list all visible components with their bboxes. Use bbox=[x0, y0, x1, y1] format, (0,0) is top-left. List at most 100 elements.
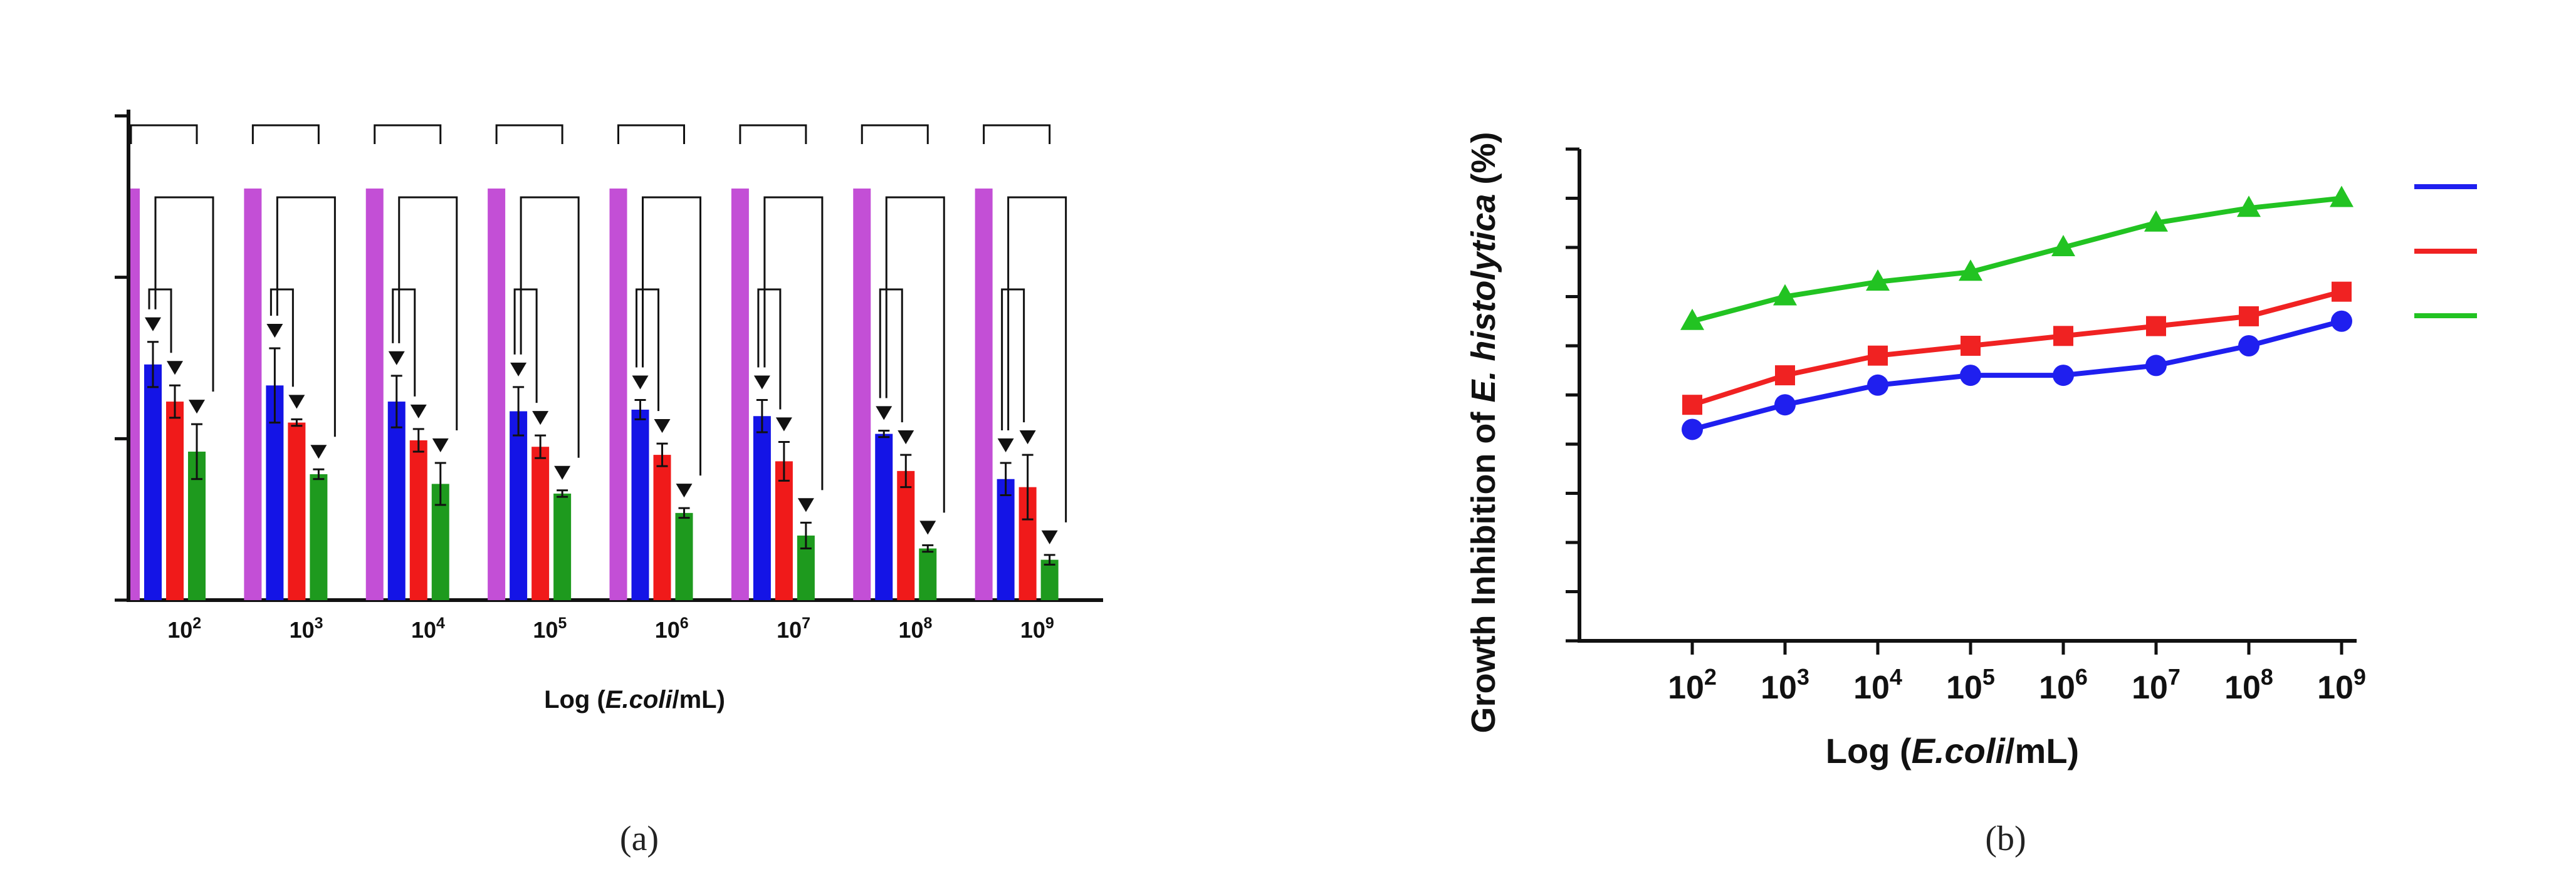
bracket-control-vs-18h bbox=[739, 124, 807, 144]
x-tick-exponent: 7 bbox=[2168, 664, 2181, 690]
x-tick-label: 103 bbox=[290, 615, 323, 643]
x-tick-label: 107 bbox=[777, 615, 810, 643]
data-point-6h bbox=[2331, 310, 2352, 332]
bracket-6h-vs-18h bbox=[276, 196, 336, 437]
x-tick-base: 10 bbox=[533, 617, 558, 643]
x-tick-base: 10 bbox=[898, 617, 923, 643]
x-tick-base: 10 bbox=[1761, 670, 1797, 706]
bar-18h bbox=[310, 474, 328, 600]
x-tick-base: 10 bbox=[290, 617, 315, 643]
bar-12h bbox=[531, 447, 550, 600]
x-axis-label-part: Log ( bbox=[544, 686, 605, 714]
bar-control bbox=[853, 188, 871, 600]
significance-marker-icon bbox=[997, 438, 1014, 453]
bracket-6h-vs-12h bbox=[513, 288, 538, 403]
x-tick-base: 10 bbox=[655, 617, 680, 643]
bar-6h bbox=[631, 409, 649, 600]
data-point-18h bbox=[1680, 308, 1704, 330]
bar-12h bbox=[653, 455, 671, 600]
x-tick-label: 109 bbox=[2317, 664, 2366, 706]
x-tick-exponent: 4 bbox=[436, 615, 445, 632]
bracket-control-vs-18h bbox=[983, 124, 1051, 144]
x-tick-exponent: 8 bbox=[2261, 664, 2273, 690]
bracket-6h-vs-18h bbox=[520, 196, 580, 458]
bracket-6h-vs-12h bbox=[148, 288, 172, 353]
x-tick-base: 10 bbox=[2132, 670, 2168, 706]
x-axis-label-part: /mL) bbox=[673, 686, 725, 714]
data-point-6h bbox=[2238, 335, 2259, 356]
series-line-18h bbox=[1691, 195, 2342, 324]
x-axis-label: Log (E.coli/mL) bbox=[1826, 731, 2079, 771]
data-point-12h bbox=[2053, 326, 2073, 346]
bracket-control-vs-18h bbox=[130, 124, 198, 144]
significance-marker-icon bbox=[1041, 530, 1058, 544]
bracket-6h-vs-18h bbox=[398, 196, 458, 430]
data-point-18h bbox=[1773, 284, 1797, 306]
data-point-18h bbox=[1866, 269, 1890, 291]
x-tick-exponent: 2 bbox=[1704, 664, 1717, 690]
significance-marker-icon bbox=[654, 419, 671, 433]
significance-marker-icon bbox=[266, 323, 283, 338]
x-tick-label: 104 bbox=[411, 615, 445, 643]
bar-6h bbox=[510, 411, 528, 600]
bracket-6h-vs-12h bbox=[757, 288, 782, 410]
bracket-control-vs-18h bbox=[617, 124, 685, 144]
data-point-18h bbox=[2051, 235, 2075, 256]
x-tick-label: 107 bbox=[2132, 664, 2181, 706]
x-tick-base: 10 bbox=[2317, 670, 2353, 706]
data-point-6h bbox=[2145, 355, 2167, 376]
x-axis-label-part: E.coli bbox=[1912, 731, 2006, 771]
significance-marker-icon bbox=[554, 465, 571, 480]
x-tick-base: 10 bbox=[1853, 670, 1890, 706]
x-tick-base: 10 bbox=[1946, 670, 1982, 706]
bracket-6h-vs-18h bbox=[642, 196, 701, 476]
significance-marker-icon bbox=[898, 430, 914, 445]
x-tick-exponent: 9 bbox=[2353, 664, 2366, 690]
bar-6h bbox=[387, 402, 406, 600]
bar-12h bbox=[897, 470, 915, 600]
data-point-18h bbox=[2330, 185, 2353, 207]
x-tick-exponent: 4 bbox=[1890, 664, 1902, 690]
bar-18h bbox=[1040, 559, 1059, 600]
x-tick-exponent: 9 bbox=[1045, 615, 1054, 632]
data-point-6h bbox=[1774, 394, 1796, 416]
x-tick-label: 105 bbox=[533, 615, 567, 643]
bar-control bbox=[365, 188, 384, 600]
bar-12h bbox=[166, 402, 184, 600]
bracket-6h-vs-12h bbox=[879, 288, 903, 423]
significance-marker-icon bbox=[410, 404, 427, 418]
significance-marker-icon bbox=[876, 406, 893, 420]
bar-6h bbox=[144, 364, 162, 600]
x-tick-label: 103 bbox=[1761, 664, 1809, 706]
bracket-6h-vs-12h bbox=[636, 288, 659, 412]
significance-marker-icon bbox=[167, 361, 183, 375]
significance-marker-icon bbox=[753, 375, 770, 390]
significance-marker-icon bbox=[919, 521, 936, 535]
y-axis-label: Growth Inhibition of E. histolytica (%) bbox=[1465, 132, 1502, 734]
bar-control bbox=[130, 188, 140, 600]
data-point-6h bbox=[1960, 365, 1981, 387]
x-axis-label-part: /mL) bbox=[2005, 731, 2079, 771]
significance-marker-icon bbox=[288, 395, 305, 409]
x-tick-label: 106 bbox=[2039, 664, 2088, 706]
bracket-6h-vs-18h bbox=[154, 196, 214, 392]
bar-control bbox=[731, 188, 749, 600]
data-point-18h bbox=[1959, 259, 1982, 281]
bar-12h bbox=[288, 422, 306, 600]
data-point-12h bbox=[2239, 306, 2259, 326]
x-axis-label: Log (E.coli/mL) bbox=[544, 686, 725, 714]
x-tick-exponent: 7 bbox=[802, 615, 810, 632]
bracket-control-vs-18h bbox=[374, 124, 442, 144]
x-tick-base: 10 bbox=[2039, 670, 2075, 706]
bar-control bbox=[609, 188, 627, 600]
significance-marker-icon bbox=[532, 411, 549, 425]
data-point-18h bbox=[2237, 195, 2261, 217]
x-tick-base: 10 bbox=[167, 617, 192, 643]
x-tick-label: 106 bbox=[655, 615, 689, 643]
x-tick-label: 102 bbox=[167, 615, 201, 643]
bar-18h bbox=[675, 512, 693, 600]
significance-marker-icon bbox=[145, 317, 161, 331]
data-point-12h bbox=[1868, 345, 1888, 366]
significance-marker-icon bbox=[189, 400, 205, 414]
y-axis-label-part: Growth Inhibition of bbox=[1465, 403, 1502, 734]
